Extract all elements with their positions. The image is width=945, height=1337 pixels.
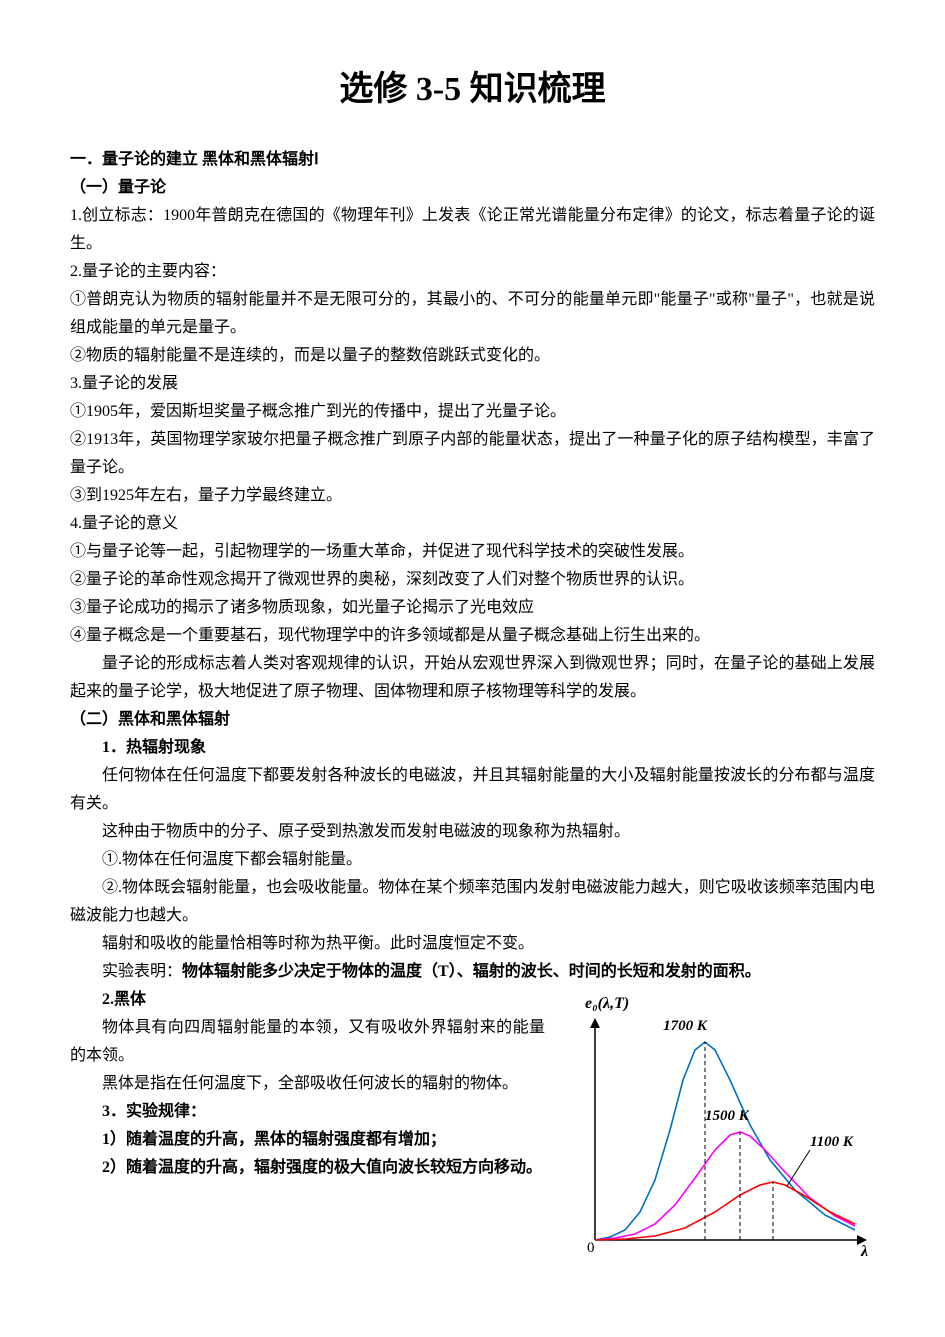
paragraph: ③量子论成功的揭示了诸多物质现象，如光量子论揭示了光电效应 [70, 594, 875, 622]
svg-text:λ: λ [860, 1243, 868, 1260]
paragraph: 2.量子论的主要内容： [70, 258, 875, 286]
svg-text:1700 K: 1700 K [663, 1018, 708, 1034]
bold-text: 物体辐射能多少决定于物体的温度（T）、辐射的波长、时间的长短和发射的面积。 [182, 963, 761, 980]
paragraph: ①1905年，爱因斯坦奖量子概念推广到光的传播中，提出了光量子论。 [70, 398, 875, 426]
paragraph: 任何物体在任何温度下都要发射各种波长的电磁波，并且其辐射能量的大小及辐射能量按波… [70, 762, 875, 818]
paragraph: ②量子论的革命性观念揭开了微观世界的奥秘，深刻改变了人们对整个物质世界的认识。 [70, 566, 875, 594]
paragraph: 辐射和吸收的能量恰相等时称为热平衡。此时温度恒定不变。 [70, 930, 875, 958]
paragraph: ①.物体在任何温度下都会辐射能量。 [70, 846, 875, 874]
text-run: 实验表明： [102, 963, 182, 980]
paragraph: ③到1925年左右，量子力学最终建立。 [70, 482, 875, 510]
paragraph: 这种由于物质中的分子、原子受到热激发而发射电磁波的现象称为热辐射。 [70, 818, 875, 846]
blackbody-radiation-chart: e₀(λ,T) 1700 K 1500 K 1100 K 0 λ [555, 990, 875, 1270]
svg-text:e₀(λ,T): e₀(λ,T) [585, 995, 629, 1012]
sub-heading: 1．热辐射现象 [70, 734, 875, 762]
paragraph: ①普朗克认为物质的辐射能量并不是无限可分的，其最小的、不可分的能量单元即"能量子… [70, 286, 875, 342]
svg-text:1500 K: 1500 K [705, 1108, 750, 1124]
svg-text:0: 0 [587, 1240, 595, 1256]
paragraph: 3.量子论的发展 [70, 370, 875, 398]
svg-text:1100 K: 1100 K [810, 1134, 854, 1150]
subsection-1-heading: （一）量子论 [70, 174, 875, 202]
paragraph: ④量子概念是一个重要基石，现代物理学中的许多领域都是从量子概念基础上衍生出来的。 [70, 622, 875, 650]
paragraph: 4.量子论的意义 [70, 510, 875, 538]
paragraph: ②1913年，英国物理学家玻尔把量子概念推广到原子内部的能量状态，提出了一种量子… [70, 426, 875, 482]
page-title: 选修 3-5 知识梳理 [70, 60, 875, 120]
section-1-heading: 一．量子论的建立 黑体和黑体辐射Ⅰ [70, 146, 875, 174]
paragraph: 量子论的形成标志着人类对客观规律的认识，开始从宏观世界深入到微观世界；同时，在量… [70, 650, 875, 706]
paragraph: 1.创立标志：1900年普朗克在德国的《物理年刊》上发表《论正常光谱能量分布定律… [70, 202, 875, 258]
paragraph: ②物质的辐射能量不是连续的，而是以量子的整数倍跳跃式变化的。 [70, 342, 875, 370]
experiment-note: 实验表明：物体辐射能多少决定于物体的温度（T）、辐射的波长、时间的长短和发射的面… [70, 958, 875, 986]
blackbody-section: e₀(λ,T)1700 K1500 K1100 K0λ 2.黑体 物体具有向四周… [70, 986, 875, 1270]
subsection-2-heading: （二）黑体和黑体辐射 [70, 706, 875, 734]
paragraph: ②.物体既会辐射能量，也会吸收能量。物体在某个频率范围内发射电磁波能力越大，则它… [70, 874, 875, 930]
paragraph: ①与量子论等一起，引起物理学的一场重大革命，并促进了现代科学技术的突破性发展。 [70, 538, 875, 566]
